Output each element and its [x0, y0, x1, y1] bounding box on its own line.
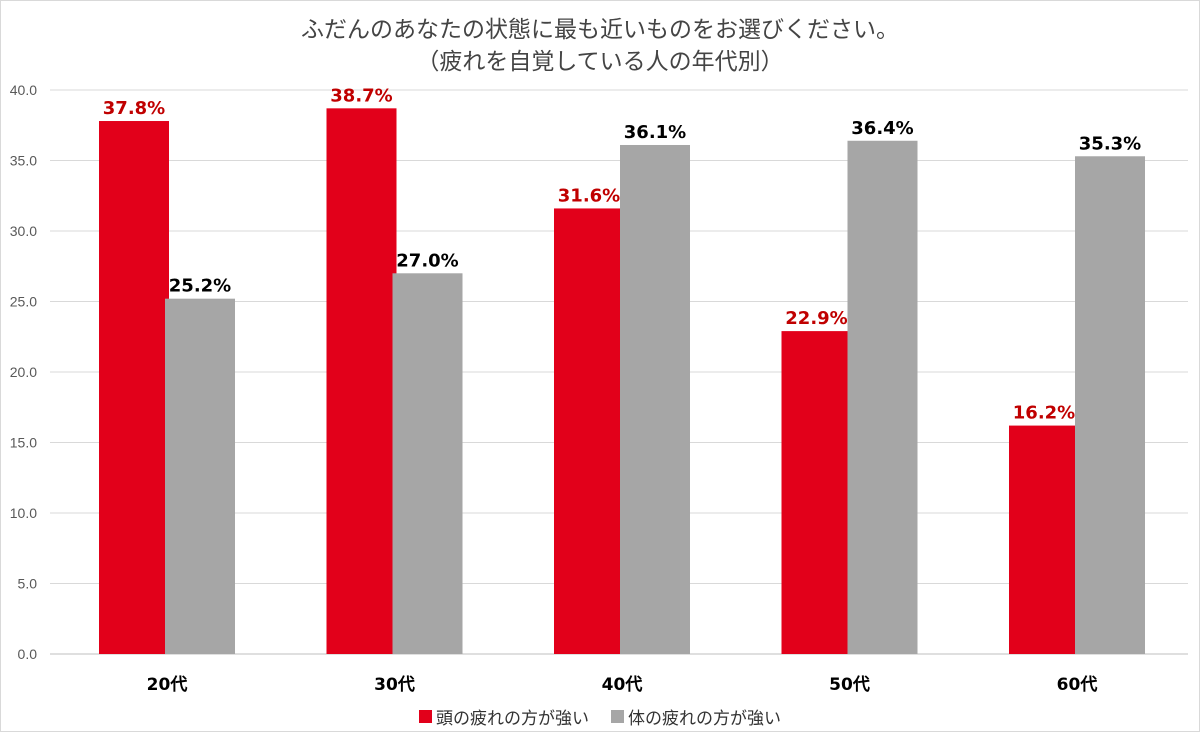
- bar: [620, 144, 690, 655]
- y-tick-label: 30.0: [10, 223, 37, 239]
- legend-item-body: 体の疲れの方が強い: [611, 704, 781, 729]
- data-label: 35.3%: [1079, 133, 1141, 154]
- y-tick-label: 35.0: [10, 153, 37, 169]
- data-label: 37.8%: [103, 98, 165, 119]
- x-tick-label: 30代: [374, 674, 415, 695]
- y-tick-label: 40.0: [10, 82, 37, 98]
- legend-label-body: 体の疲れの方が強い: [628, 709, 781, 729]
- bar: [781, 331, 852, 654]
- chart-subtitle: （疲れを自覚している人の年代別）: [416, 49, 784, 75]
- legend-item-head: 頭の疲れの方が強い: [419, 704, 589, 729]
- y-tick-label: 25.0: [10, 294, 37, 310]
- data-label: 25.2%: [169, 276, 231, 297]
- x-tick-label: 20代: [147, 674, 188, 695]
- data-label: 22.9%: [785, 308, 847, 329]
- data-label: 16.2%: [1013, 403, 1075, 424]
- y-tick-label: 0.0: [18, 646, 38, 662]
- bar: [1009, 425, 1079, 654]
- bar: [554, 208, 624, 654]
- bar: [326, 108, 397, 654]
- bar: [1075, 156, 1145, 654]
- bar: [847, 140, 918, 654]
- legend-swatch-body: [611, 710, 624, 723]
- bar: [392, 273, 463, 654]
- bar: [99, 121, 169, 654]
- x-tick-label: 40代: [602, 674, 643, 695]
- legend: 頭の疲れの方が強い 体の疲れの方が強い: [0, 704, 1200, 729]
- data-label: 27.0%: [396, 250, 458, 271]
- x-tick-label: 50代: [829, 674, 870, 695]
- y-tick-label: 15.0: [10, 435, 37, 451]
- data-label: 36.1%: [624, 122, 686, 143]
- chart-title: ふだんのあなたの状態に最も近いものをお選びください。: [301, 17, 899, 43]
- x-tick-label: 60代: [1057, 674, 1098, 695]
- legend-swatch-head: [419, 710, 432, 723]
- bar: [165, 298, 235, 654]
- legend-label-head: 頭の疲れの方が強い: [436, 709, 589, 729]
- y-tick-label: 10.0: [10, 505, 37, 521]
- data-label: 31.6%: [558, 185, 620, 206]
- y-tick-label: 5.0: [18, 576, 38, 592]
- data-label: 38.7%: [330, 85, 392, 106]
- data-label: 36.4%: [851, 118, 913, 139]
- y-tick-label: 20.0: [10, 364, 37, 380]
